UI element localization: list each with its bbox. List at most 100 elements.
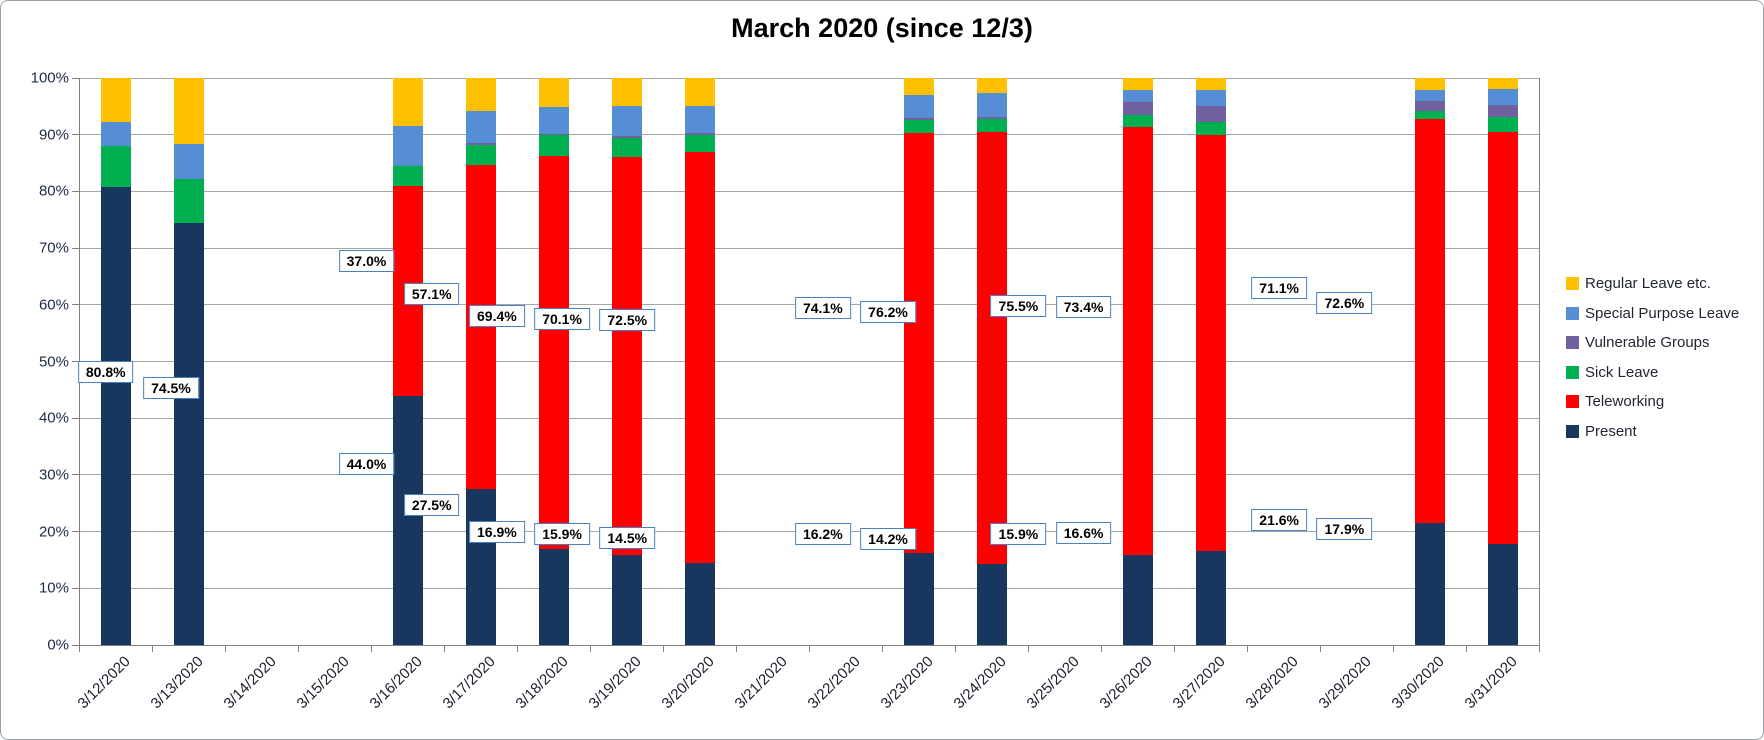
y-axis-tick — [72, 77, 79, 79]
y-axis-tick — [72, 304, 79, 306]
x-axis-date-label: 3/26/2020 — [1096, 653, 1156, 713]
data-label-present: 16.9% — [469, 520, 525, 543]
bar-segment-regular-leave-etc- — [611, 78, 642, 107]
bar-segment-regular-leave-etc- — [684, 78, 715, 106]
bar-segment-teleworking — [1414, 119, 1445, 523]
bar-segment-vulnerable-groups — [976, 117, 1007, 119]
legend-swatch-icon — [1566, 424, 1579, 438]
bar-segment-special-purpose-leave — [903, 95, 934, 118]
bar-segment-regular-leave-etc- — [1195, 78, 1226, 90]
gridline — [79, 361, 1539, 362]
legend-swatch-icon — [1566, 306, 1579, 320]
bar-segment-teleworking — [1122, 126, 1153, 555]
x-axis-tick — [590, 645, 591, 652]
bar-segment-teleworking — [1487, 131, 1518, 544]
bar-segment-regular-leave-etc- — [903, 78, 934, 95]
x-axis-date-label: 3/19/2020 — [585, 653, 645, 713]
x-axis-tick — [1539, 645, 1540, 652]
bar-segment-sick-leave — [1122, 114, 1153, 127]
x-axis-tick — [79, 645, 80, 652]
y-axis-tick-label: 20% — [38, 523, 69, 541]
data-label-present: 14.2% — [860, 527, 916, 550]
bar-segment-special-purpose-leave — [611, 106, 642, 137]
bar-segment-present — [392, 395, 423, 645]
x-axis-date-label: 3/17/2020 — [439, 653, 499, 713]
data-label-present: 14.5% — [599, 526, 656, 549]
gridline — [79, 587, 1539, 589]
bar-segment-sick-leave — [392, 165, 423, 186]
y-axis-tick — [72, 531, 79, 533]
bar-segment-teleworking — [903, 132, 934, 554]
x-axis-tick — [1393, 645, 1394, 652]
y-axis-tick-label: 100% — [30, 69, 69, 87]
data-label-teleworking: 57.1% — [403, 282, 460, 305]
bar-segment-vulnerable-groups — [1195, 106, 1226, 122]
x-axis-tick — [444, 645, 445, 652]
x-axis-tick — [298, 645, 299, 652]
x-axis-tick — [371, 645, 372, 652]
y-axis-tick — [72, 190, 79, 192]
x-axis-tick — [882, 645, 883, 652]
bar-segment-teleworking — [465, 165, 496, 490]
bar-segment-vulnerable-groups — [903, 117, 934, 120]
x-axis-tick — [517, 645, 518, 652]
bar-segment-regular-leave-etc- — [392, 78, 423, 127]
data-label-teleworking: 75.5% — [990, 294, 1047, 317]
bar-segment-sick-leave — [684, 134, 715, 152]
data-label-present: 44.0% — [338, 453, 395, 476]
x-axis-line — [72, 644, 1539, 646]
bar-segment-regular-leave-etc- — [465, 78, 496, 111]
bar-segment-sick-leave — [1195, 121, 1226, 135]
bar-segment-present — [684, 562, 715, 645]
y-axis-tick-label: 0% — [47, 636, 69, 654]
bar-segment-present — [1122, 554, 1153, 645]
legend-label: Sick Leave — [1585, 363, 1659, 381]
x-axis-date-label: 3/30/2020 — [1388, 653, 1448, 713]
legend-item: Special Purpose Leave — [1566, 299, 1739, 329]
bar-segment-regular-leave-etc- — [538, 78, 569, 107]
legend-swatch-icon — [1566, 336, 1579, 350]
data-label-teleworking: 71.1% — [1251, 277, 1307, 300]
bar-segment-regular-leave-etc- — [1414, 78, 1445, 90]
data-label-teleworking: 74.1% — [794, 296, 851, 319]
x-axis-date-label: 3/31/2020 — [1461, 653, 1521, 713]
x-axis-tick — [1320, 645, 1321, 652]
x-axis-tick — [225, 645, 226, 652]
bar-segment-special-purpose-leave — [1195, 89, 1226, 107]
x-axis-tick — [955, 645, 956, 652]
x-axis-date-label: 3/27/2020 — [1169, 653, 1229, 713]
x-axis-tick — [736, 645, 737, 652]
bar-segment-vulnerable-groups — [465, 142, 496, 145]
x-axis-date-label: 3/20/2020 — [658, 653, 718, 713]
data-label-teleworking: 72.6% — [1316, 291, 1373, 314]
y-axis-tick — [72, 247, 79, 249]
data-label-teleworking: 37.0% — [338, 250, 395, 273]
chart-title: March 2020 (since 12/3) — [731, 13, 1033, 43]
bar-segment-sick-leave — [1414, 111, 1445, 120]
y-axis-tick — [72, 474, 79, 476]
x-axis-date-label: 3/25/2020 — [1023, 653, 1083, 713]
bar-segment-vulnerable-groups — [1414, 101, 1445, 112]
plot-right-border — [1539, 78, 1540, 645]
bar-segment-special-purpose-leave — [100, 122, 131, 147]
legend-swatch-icon — [1566, 365, 1579, 379]
y-axis-tick-label: 50% — [38, 353, 69, 370]
bar-segment-regular-leave-etc- — [100, 78, 131, 123]
y-axis-tick-label: 10% — [38, 579, 69, 597]
gridline — [79, 247, 1539, 249]
y-axis-tick-label: 60% — [38, 296, 69, 314]
bar-segment-present — [100, 186, 131, 645]
bar-segment-regular-leave-etc- — [173, 78, 204, 145]
gridline — [79, 77, 1539, 79]
x-axis-date-label: 3/14/2020 — [220, 653, 280, 713]
data-label-teleworking: 69.4% — [469, 304, 525, 327]
data-label-teleworking: 76.2% — [860, 301, 916, 324]
bar-segment-special-purpose-leave — [1122, 90, 1153, 102]
bar-segment-special-purpose-leave — [1487, 89, 1518, 106]
bar-segment-vulnerable-groups — [1122, 101, 1153, 115]
x-axis-tick — [1174, 645, 1175, 652]
x-axis-date-label: 3/23/2020 — [877, 653, 937, 713]
x-axis-date-label: 3/15/2020 — [293, 653, 353, 713]
legend-swatch-icon — [1566, 395, 1579, 409]
